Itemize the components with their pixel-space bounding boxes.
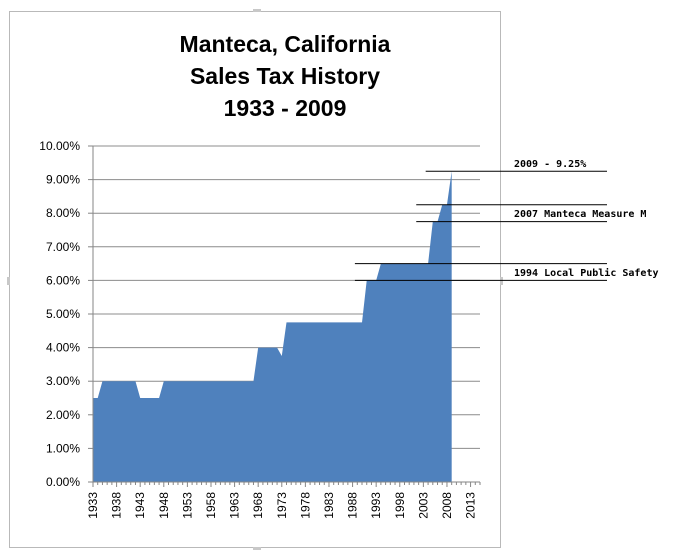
x-tick-label-5: 1958 xyxy=(204,492,218,519)
x-tick-label-4: 1953 xyxy=(180,492,194,519)
y-tick-label-0: 0.00% xyxy=(46,475,80,489)
resize-handle-left[interactable] xyxy=(7,277,10,285)
title-line-2: Sales Tax History xyxy=(190,63,380,89)
x-tick-label-13: 1998 xyxy=(393,492,407,519)
y-tick-label-7: 7.00% xyxy=(46,240,80,254)
x-tick-label-3: 1948 xyxy=(157,492,171,519)
x-tick-label-14: 2003 xyxy=(416,492,430,519)
y-tick-label-5: 5.00% xyxy=(46,307,80,321)
x-axis-ticks: 1933 1938 1943 1948 1953 1958 1963 1968 1973 1978… xyxy=(86,482,481,519)
y-tick-label-10: 10.00% xyxy=(39,139,80,153)
annotation-label-0: 2009 - 9.25% xyxy=(514,159,586,170)
resize-handle-bottom[interactable] xyxy=(253,547,261,550)
x-tick-label-9: 1978 xyxy=(298,492,312,519)
y-tick-label-6: 6.00% xyxy=(46,273,80,287)
y-tick-label-4: 4.00% xyxy=(46,341,80,355)
area-layer xyxy=(93,171,452,482)
sales-tax-area xyxy=(93,171,452,482)
resize-handle-top[interactable] xyxy=(253,9,261,12)
x-tick-label-12: 1993 xyxy=(369,492,383,519)
x-tick-label-10: 1983 xyxy=(322,492,336,519)
x-tick-label-16: 2013 xyxy=(464,492,478,519)
x-tick-label-8: 1973 xyxy=(275,492,289,519)
annotations: 2009 - 9.25% 2007 Manteca Measure M 1994 L… xyxy=(354,159,659,281)
annotation-label-1: 2007 Manteca Measure M xyxy=(514,209,646,220)
resize-handle-right[interactable] xyxy=(500,277,503,285)
annotation-label-2: 1994 Local Public Safety xyxy=(514,267,659,279)
y-tick-label-9: 9.00% xyxy=(46,173,80,187)
x-tick-label-7: 1968 xyxy=(251,492,265,519)
title-line-3: 1933 - 2009 xyxy=(224,95,347,121)
chart-title: Manteca, California Sales Tax History 19… xyxy=(180,31,391,121)
title-line-1: Manteca, California xyxy=(180,31,391,57)
x-tick-label-2: 1943 xyxy=(133,492,147,519)
x-tick-label-11: 1988 xyxy=(346,492,360,519)
x-tick-label-15: 2008 xyxy=(440,492,454,519)
x-tick-label-0: 1933 xyxy=(86,492,100,519)
x-tick-label-6: 1963 xyxy=(228,492,242,519)
y-tick-label-1: 1.00% xyxy=(46,441,80,455)
y-tick-label-2: 2.00% xyxy=(46,408,80,422)
y-tick-label-8: 8.00% xyxy=(46,206,80,220)
x-tick-label-1: 1938 xyxy=(110,492,124,519)
y-tick-label-3: 3.00% xyxy=(46,374,80,388)
y-axis-ticks: 0.00% 1.00% 2.00% 3.00% 4.00% 5.00% 6.00% 7.00%… xyxy=(39,139,93,489)
